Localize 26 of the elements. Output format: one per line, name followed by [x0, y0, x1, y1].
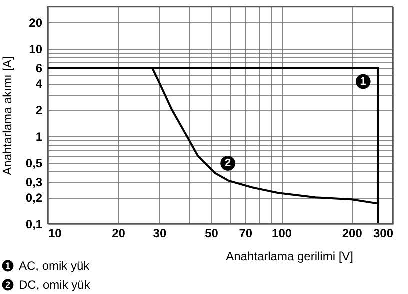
y-tick-label: 0,2 — [26, 191, 43, 206]
x-axis-title: Anahtarlama gerilimi [V] — [226, 250, 354, 264]
x-tick-label: 300 — [373, 226, 394, 240]
y-tick-label: 20 — [29, 16, 43, 30]
legend-label: DC, omik yük — [19, 278, 92, 292]
x-tick-label: 30 — [153, 226, 167, 240]
x-tick-label: 200 — [342, 226, 363, 240]
y-tick-label: 0,3 — [26, 176, 43, 190]
y-tick-label: 0,5 — [26, 156, 43, 170]
x-tick-label: 10 — [48, 226, 62, 240]
text: 2 — [5, 280, 11, 290]
x-tick-label: 100 — [272, 226, 292, 240]
text: 1 — [5, 261, 11, 271]
annotation: 2 — [224, 158, 232, 170]
x-tick-label: 50 — [205, 226, 219, 240]
legend-label: AC, omik yük — [19, 259, 91, 273]
y-tick-label: 1 — [36, 130, 43, 144]
y-tick-label: 2 — [36, 104, 43, 118]
y-axis-title: Anahtarlama akımı [A] — [0, 56, 14, 176]
y-tick-label: 0,1 — [26, 218, 43, 232]
x-tick-label: 70 — [239, 226, 253, 240]
y-tick-label: 4 — [36, 77, 43, 92]
annotation: 1 — [360, 76, 366, 88]
y-tick-label: 10 — [29, 42, 43, 56]
x-tick-label: 20 — [112, 226, 126, 240]
y-tick-label: 6 — [36, 62, 43, 76]
